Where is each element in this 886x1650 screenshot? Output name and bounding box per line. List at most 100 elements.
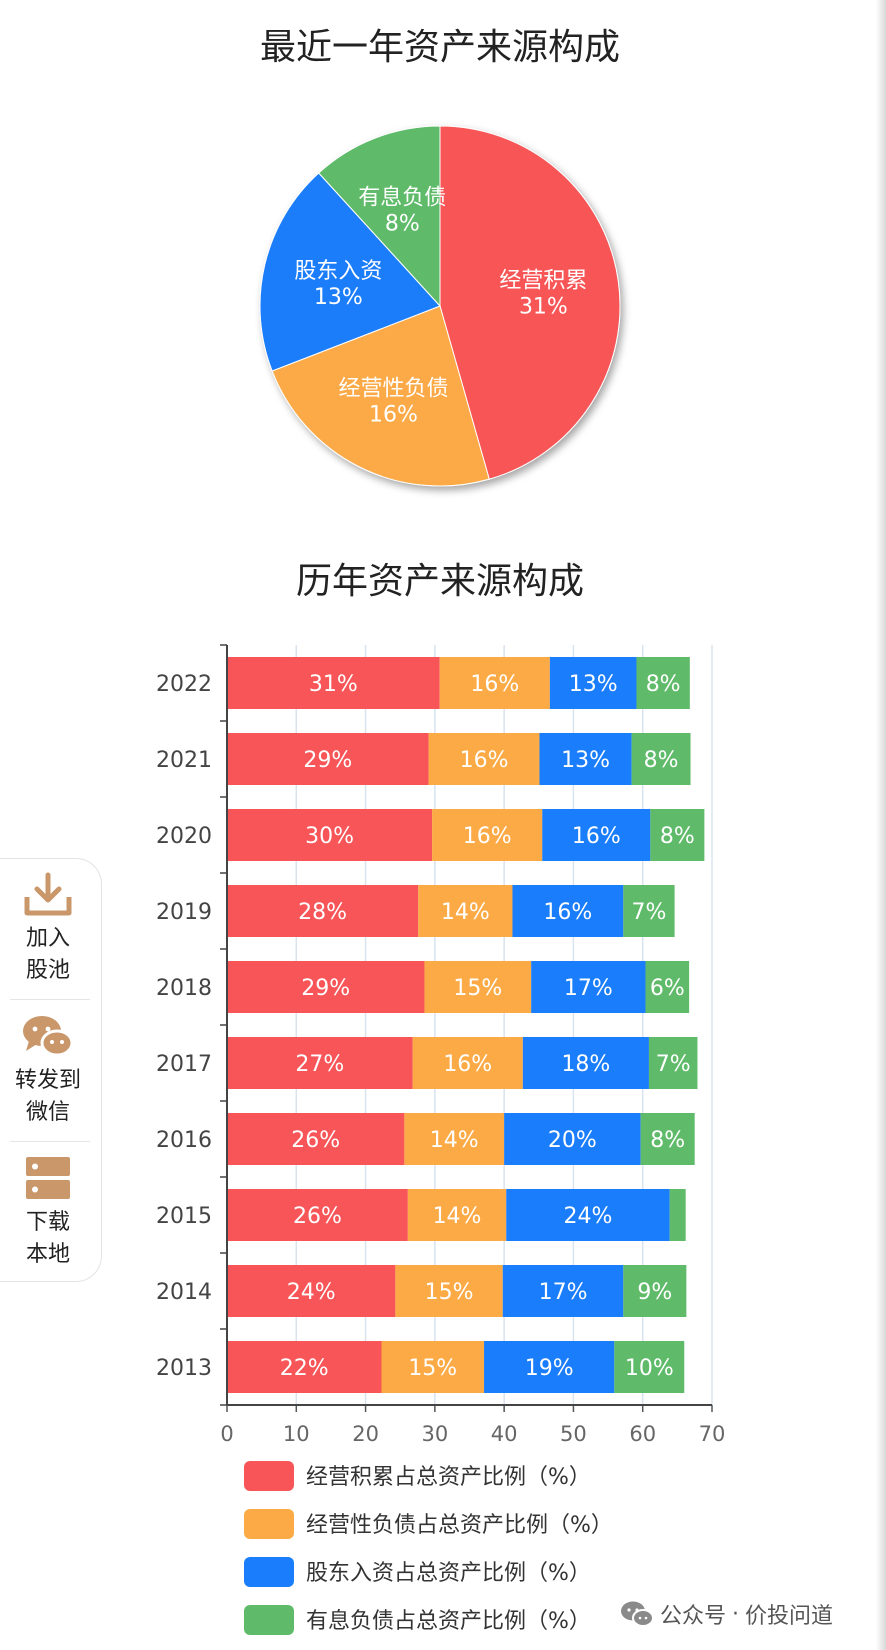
bar-data-label: 10%: [625, 1356, 674, 1381]
bar-data-label: 15%: [453, 976, 502, 1001]
pie-slice: [259, 172, 441, 372]
bar-segment: [412, 1037, 523, 1089]
pie-slice-value: 13%: [314, 285, 363, 310]
bar-segment: [227, 961, 425, 1013]
y-category-label: 2021: [156, 748, 212, 773]
bar-data-label: 14%: [430, 1128, 479, 1153]
bar-data-label: 16%: [543, 900, 592, 925]
bar-data-label: 26%: [291, 1128, 340, 1153]
bar-data-label: 22%: [280, 1356, 329, 1381]
bar-segment: [542, 809, 651, 861]
y-category-label: 2017: [156, 1052, 212, 1077]
bar-segment: [227, 733, 429, 785]
bar-segment: [502, 1265, 624, 1317]
legend-swatch: [244, 1461, 294, 1491]
bar-data-label: 8%: [644, 748, 679, 773]
y-category-label: 2014: [156, 1280, 212, 1305]
bar-segment: [636, 657, 690, 709]
legend-swatch: [244, 1605, 294, 1635]
pie-slice-value: 8%: [385, 212, 420, 237]
bar-data-label: 26%: [293, 1204, 342, 1229]
bar-segment: [648, 1037, 698, 1089]
download-local-button[interactable]: 下载 本地: [4, 1155, 92, 1271]
bar-data-label: 13%: [561, 748, 610, 773]
bar-segment: [428, 733, 540, 785]
download-tray-icon: [24, 872, 72, 916]
x-tick-label: 40: [491, 1422, 518, 1446]
pie-slice-label: 股东入资: [294, 259, 382, 284]
wechat-logo-icon: [621, 1601, 654, 1627]
side-action-panel: 加入 股池 转发到 微信 下载 本地: [0, 858, 102, 1282]
bar-segment: [645, 961, 690, 1013]
x-tick-label: 10: [283, 1422, 310, 1446]
share-to-wechat-button[interactable]: 转发到 微信: [4, 1013, 92, 1129]
legend-label: 经营积累占总资产比例（%）: [306, 1465, 591, 1490]
bar-segment: [522, 1037, 649, 1089]
side-divider: [10, 999, 90, 1000]
bar-data-label: 7%: [656, 1052, 691, 1077]
y-category-label: 2020: [156, 824, 212, 849]
bar-segment: [227, 1265, 396, 1317]
bar-segment: [227, 885, 419, 937]
legend-label: 有息负债占总资产比例（%）: [306, 1609, 591, 1634]
bar-segment: [650, 809, 705, 861]
bar-segment: [432, 809, 543, 861]
bar-data-label: 13%: [569, 672, 618, 697]
bar-data-label: 16%: [572, 824, 621, 849]
pie-slice: [271, 305, 490, 487]
bar-data-label: 17%: [564, 976, 613, 1001]
legend-swatch: [244, 1557, 294, 1587]
bar-segment: [484, 1341, 615, 1393]
bar-segment: [531, 961, 646, 1013]
bar-data-label: 7%: [631, 900, 666, 925]
bar-data-label: 16%: [443, 1052, 492, 1077]
bar-segment: [669, 1189, 686, 1241]
bar-segment: [439, 657, 550, 709]
bar-segment: [381, 1341, 485, 1393]
bar-data-label: 29%: [301, 976, 350, 1001]
bar-segment: [549, 657, 637, 709]
download-label-line1: 下载: [25, 1210, 70, 1235]
add-to-pool-label-line2: 股池: [25, 958, 70, 983]
bar-segment: [227, 1341, 382, 1393]
bar-data-label: 28%: [298, 900, 347, 925]
bar-data-label: 18%: [561, 1052, 610, 1077]
pie-slice-value: 16%: [369, 402, 418, 427]
page-edge-shadow: [876, 0, 886, 1650]
watermark: 公众号 · 价投问道: [620, 1594, 833, 1634]
bar-data-label: 8%: [650, 1128, 685, 1153]
share-label-line1: 转发到: [14, 1068, 81, 1093]
bar-segment: [539, 733, 632, 785]
bar-data-label: 8%: [660, 824, 695, 849]
bar-data-label: 15%: [425, 1280, 474, 1305]
bar-segment: [395, 1265, 503, 1317]
bar-data-label: 24%: [564, 1204, 613, 1229]
x-tick-label: 30: [421, 1422, 448, 1446]
bar-data-label: 20%: [548, 1128, 597, 1153]
watermark-account-type: 公众号: [660, 1604, 727, 1629]
watermark-separator: ·: [732, 1601, 740, 1627]
y-category-label: 2015: [156, 1204, 212, 1229]
bar-segment: [227, 1113, 405, 1165]
bar-segment: [614, 1341, 685, 1393]
bar-data-label: 30%: [305, 824, 354, 849]
pie-slice-label: 有息负债: [358, 186, 446, 211]
download-label-line2: 本地: [25, 1242, 70, 1267]
bar-data-label: 27%: [295, 1052, 344, 1077]
bar-segment: [227, 809, 433, 861]
add-to-pool-button[interactable]: 加入 股池: [4, 871, 92, 987]
x-tick-label: 50: [560, 1422, 587, 1446]
bar-data-label: 14%: [441, 900, 490, 925]
legend-label: 股东入资占总资产比例（%）: [306, 1561, 591, 1586]
pie-chart-title: 最近一年资产来源构成: [259, 27, 620, 68]
wechat-icon: [23, 1016, 74, 1057]
pie-slice-label: 经营性负债: [338, 376, 448, 401]
x-tick-label: 20: [352, 1422, 379, 1446]
bar-data-label: 29%: [303, 748, 352, 773]
bar-data-label: 16%: [470, 672, 519, 697]
bar-segment: [623, 885, 675, 937]
bar-segment: [623, 1265, 687, 1317]
bar-segment: [640, 1113, 695, 1165]
